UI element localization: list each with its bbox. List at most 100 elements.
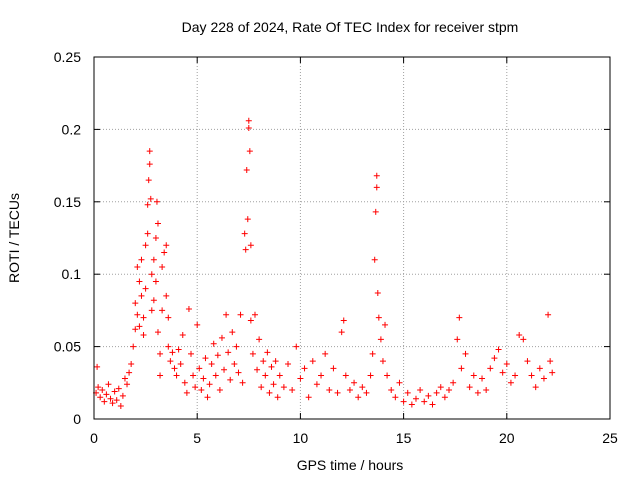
data-point	[169, 349, 176, 356]
data-point	[196, 365, 203, 372]
data-point	[179, 332, 186, 339]
data-point	[373, 172, 380, 179]
data-point	[516, 332, 523, 339]
data-point	[520, 336, 527, 343]
x-axis-label: GPS time / hours	[297, 457, 404, 473]
x-tick-label: 15	[396, 430, 412, 446]
data-point	[202, 355, 209, 362]
data-point	[462, 350, 469, 357]
data-point	[221, 366, 228, 373]
data-point	[375, 314, 382, 321]
data-point	[384, 372, 391, 379]
data-point	[147, 195, 154, 202]
data-point	[198, 387, 205, 394]
data-point	[152, 235, 159, 241]
data-point	[262, 372, 269, 379]
data-point	[322, 350, 329, 357]
data-point	[138, 256, 145, 263]
data-point	[251, 311, 258, 318]
y-tick-label: 0.15	[54, 194, 81, 210]
data-point	[121, 375, 128, 382]
data-point	[512, 372, 519, 379]
x-tick-label: 0	[90, 430, 98, 446]
data-point	[351, 379, 358, 386]
data-point	[159, 263, 166, 270]
data-point	[247, 242, 254, 249]
data-point	[260, 358, 267, 365]
data-point	[346, 387, 353, 394]
data-point	[177, 360, 184, 367]
data-point	[150, 297, 157, 304]
data-point	[249, 350, 256, 357]
data-point	[206, 381, 213, 388]
data-point	[239, 379, 246, 386]
data-point	[408, 401, 415, 408]
data-point	[268, 363, 275, 370]
data-point	[258, 384, 265, 391]
data-point	[450, 379, 457, 386]
data-point	[285, 360, 292, 367]
data-point	[157, 372, 164, 379]
data-point	[109, 400, 116, 407]
data-point	[404, 389, 411, 396]
data-point	[503, 360, 510, 367]
data-point	[433, 389, 440, 396]
data-point	[128, 360, 135, 367]
data-point	[173, 372, 180, 379]
data-point	[479, 375, 486, 382]
x-tick-label: 10	[293, 430, 309, 446]
data-point	[536, 365, 543, 372]
data-point	[318, 372, 325, 379]
data-point	[117, 402, 124, 409]
data-point	[142, 285, 149, 292]
data-point	[382, 321, 389, 328]
data-point	[138, 292, 145, 299]
data-point	[342, 372, 349, 379]
grid	[94, 57, 610, 419]
data-point	[171, 365, 178, 372]
data-point	[237, 311, 244, 318]
data-point	[163, 242, 170, 249]
chart-title: Day 228 of 2024, Rate Of TEC Index for r…	[182, 19, 519, 35]
data-point	[210, 340, 217, 347]
data-point	[274, 394, 281, 401]
data-point	[379, 358, 386, 365]
x-tick-label: 5	[193, 430, 201, 446]
data-point	[297, 375, 304, 382]
data-point	[241, 230, 248, 237]
data-point	[425, 392, 432, 399]
data-point	[264, 349, 271, 356]
data-point	[272, 358, 279, 365]
data-point	[470, 372, 477, 379]
data-point	[136, 278, 143, 285]
data-point	[113, 397, 120, 404]
x-tick-label: 25	[602, 430, 618, 446]
data-point	[392, 394, 399, 401]
data-point	[119, 392, 126, 399]
data-point	[280, 384, 287, 391]
data-point	[524, 358, 531, 365]
data-point	[200, 375, 207, 382]
data-point	[245, 124, 252, 131]
data-point	[441, 394, 448, 401]
y-tick-label: 0.2	[62, 121, 82, 137]
data-point	[181, 379, 188, 386]
x-tick-label: 20	[499, 430, 515, 446]
data-point	[540, 375, 547, 382]
data-point	[247, 317, 254, 324]
data-point	[124, 381, 131, 388]
data-point	[301, 365, 308, 372]
data-point	[499, 369, 506, 376]
data-point	[545, 311, 552, 318]
data-point	[212, 372, 219, 379]
data-point	[421, 398, 428, 405]
data-point	[359, 384, 366, 391]
data-point	[246, 148, 253, 155]
data-point	[159, 307, 166, 314]
data-point	[208, 360, 215, 367]
data-point	[338, 329, 345, 336]
data-point	[148, 271, 155, 278]
data-point	[367, 372, 374, 379]
data-point	[227, 376, 234, 383]
